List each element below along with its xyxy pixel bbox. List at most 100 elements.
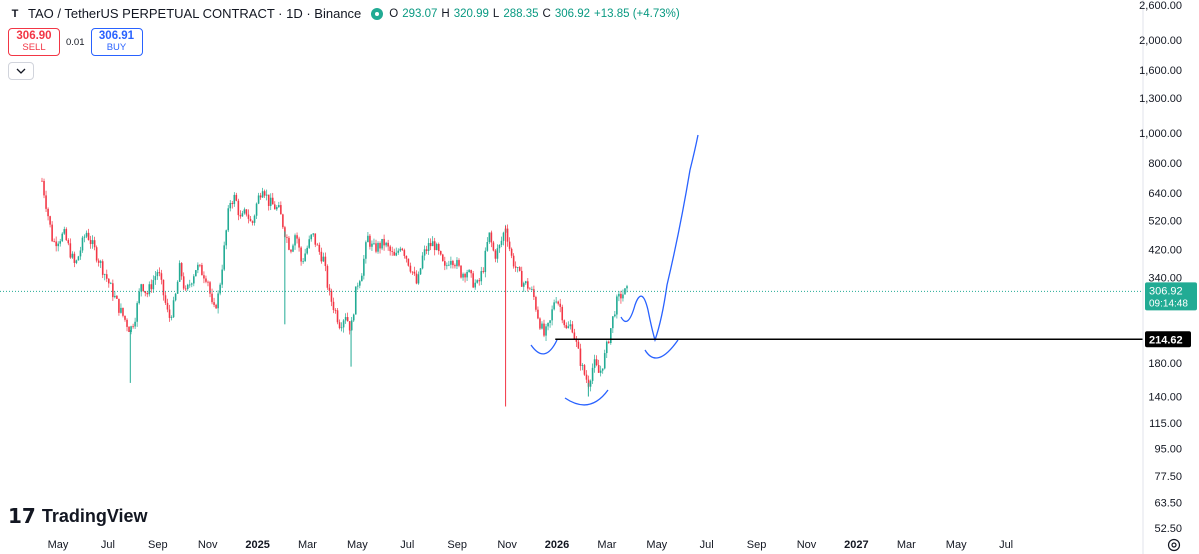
- brush-stroke[interactable]: [620, 134, 699, 343]
- candle-body: [71, 253, 74, 258]
- brush-stroke[interactable]: [530, 339, 558, 355]
- candle-body: [352, 314, 355, 321]
- candle-body: [188, 284, 191, 286]
- candle-body: [69, 243, 72, 258]
- symbol-icon[interactable]: T: [11, 7, 19, 20]
- close-value: 306.92: [554, 7, 591, 20]
- candle-body: [101, 261, 104, 275]
- candle-body: [409, 265, 412, 272]
- x-tick-label: 2025: [245, 539, 269, 551]
- candle-body: [235, 194, 238, 201]
- candle-body: [439, 251, 442, 255]
- candle-body: [209, 282, 211, 294]
- x-tick-label: Mar: [298, 539, 317, 551]
- candle-body: [476, 280, 479, 283]
- candle-body: [67, 240, 70, 244]
- tradingview-brand: TradingView: [41, 505, 148, 526]
- candle-body: [255, 203, 258, 216]
- candle-body: [97, 260, 100, 263]
- candle-body: [55, 241, 57, 247]
- candle-body: [555, 301, 557, 303]
- candle-body: [346, 317, 349, 322]
- candle-body: [203, 275, 205, 279]
- candle-body: [399, 248, 402, 251]
- candle-body: [322, 256, 325, 262]
- candle-body: [543, 323, 545, 336]
- y-tick-label: 52.50: [1154, 523, 1182, 535]
- spread-value: 0.01: [66, 36, 85, 48]
- candle-body: [591, 367, 594, 381]
- y-tick-label: 420.00: [1148, 244, 1182, 256]
- x-tick-label: Jul: [101, 539, 115, 551]
- tradingview-logo[interactable]: 17 TradingView: [8, 504, 148, 528]
- x-tick-label: Nov: [198, 539, 218, 551]
- candle-body: [626, 286, 628, 289]
- candle-body: [166, 302, 169, 310]
- candle-body: [373, 243, 375, 245]
- candle-body: [490, 232, 493, 243]
- candle-body: [310, 234, 313, 240]
- candle-body: [567, 326, 570, 329]
- candle-body: [154, 276, 157, 281]
- collapse-legend-button[interactable]: [8, 62, 34, 80]
- candle-body: [148, 284, 151, 295]
- candle-series: [41, 177, 628, 407]
- candle-body: [535, 297, 537, 310]
- candle-body: [563, 320, 566, 326]
- candle-body: [61, 233, 64, 242]
- y-axis[interactable]: 2,600.00 2,000.00 1,600.00 1,300.00 1,000.00…: [1139, 0, 1197, 554]
- sell-button[interactable]: 306.90 SELL: [8, 28, 60, 56]
- candle-body: [456, 260, 458, 267]
- x-tick-label: Jul: [999, 539, 1013, 551]
- candle-body: [142, 284, 145, 292]
- brush-stroke[interactable]: [564, 389, 609, 406]
- candle-body: [249, 218, 252, 222]
- candle-body: [336, 310, 339, 323]
- candle-body: [365, 242, 367, 259]
- candle-body: [616, 296, 618, 315]
- candle-body: [259, 195, 262, 198]
- candle-body: [589, 380, 592, 387]
- candle-body: [49, 216, 51, 225]
- candle-body: [201, 265, 203, 276]
- x-axis[interactable]: May Jul Sep Nov 2025 Mar May Jul Sep Nov 2026 Mar Ma…: [48, 539, 1014, 551]
- candle-body: [618, 293, 620, 297]
- candle-body: [405, 255, 408, 259]
- candle-body: [435, 244, 438, 251]
- x-tick-label: Jul: [700, 539, 714, 551]
- candle-body: [324, 256, 327, 267]
- x-tick-label: Nov: [797, 539, 817, 551]
- candle-body: [569, 324, 572, 327]
- buy-button[interactable]: 306.91 BUY: [90, 28, 143, 56]
- candle-body: [520, 270, 523, 287]
- candle-body: [162, 279, 165, 296]
- candle-body: [557, 301, 559, 304]
- candle-body: [186, 284, 189, 289]
- settings-icon[interactable]: [1167, 538, 1181, 552]
- candle-body: [597, 365, 600, 373]
- market-open-icon[interactable]: [371, 7, 384, 20]
- candle-body: [482, 271, 485, 273]
- candle-body: [65, 229, 68, 241]
- symbol-title[interactable]: TAO / TetherUS PERPETUAL CONTRACT · 1D ·…: [28, 6, 362, 21]
- y-tick-label: 1,300.00: [1139, 93, 1182, 105]
- candle-body: [437, 244, 440, 252]
- x-tick-label: Jul: [400, 539, 414, 551]
- candle-body: [87, 232, 90, 240]
- candle-body: [363, 258, 365, 276]
- candle-body: [498, 244, 501, 249]
- candle-body: [251, 221, 254, 223]
- candle-body: [124, 315, 126, 320]
- candle-body: [156, 272, 159, 277]
- high-label: H: [441, 7, 450, 20]
- brush-stroke[interactable]: [644, 339, 679, 359]
- candle-body: [537, 309, 539, 319]
- candle-body: [610, 328, 612, 344]
- user-drawings[interactable]: [530, 134, 699, 406]
- low-value: 288.35: [503, 7, 539, 20]
- candle-body: [146, 293, 149, 295]
- candle-body: [280, 205, 282, 215]
- candle-body: [411, 271, 414, 273]
- candle-body: [223, 245, 225, 270]
